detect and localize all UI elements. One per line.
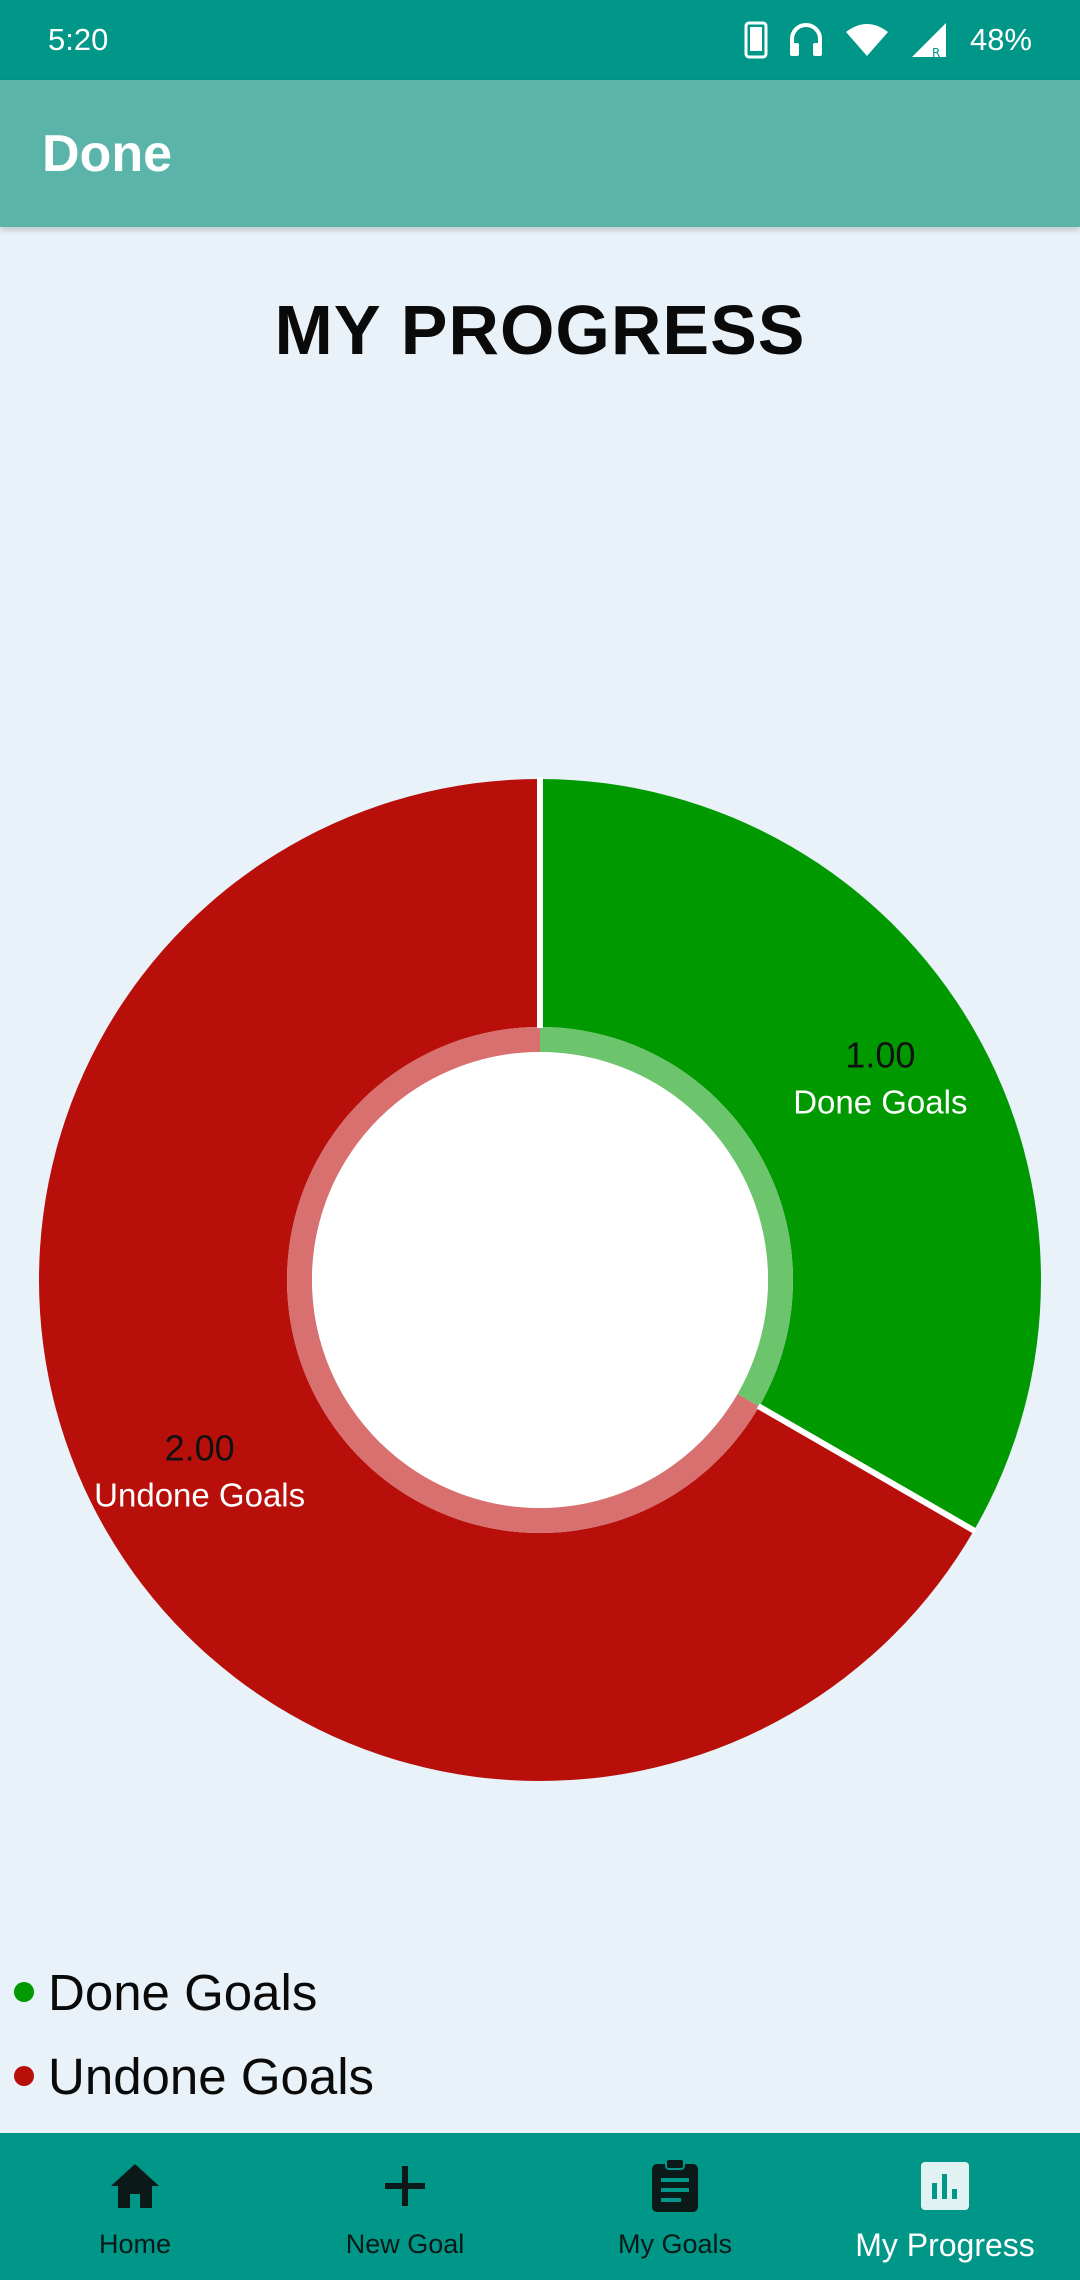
page-title: MY PROGRESS xyxy=(274,291,806,369)
legend-label-done: Done Goals xyxy=(48,1963,318,2021)
app-bar: Done xyxy=(0,80,1080,227)
donut-inner-ring-done xyxy=(540,1027,793,1407)
nav-item-new-goal[interactable]: New Goal xyxy=(270,2133,540,2280)
nav-item-my-progress[interactable]: My Progress xyxy=(810,2133,1080,2280)
battery-percent: 48% xyxy=(969,22,1032,57)
nav-label-my-progress: My Progress xyxy=(855,2227,1035,2263)
data-label-value-done: 1.00 xyxy=(845,1035,915,1076)
plus-icon xyxy=(383,2157,427,2215)
legend-label-undone: Undone Goals xyxy=(48,2047,375,2105)
status-icons: R 48% xyxy=(744,21,1032,59)
clipboard-icon xyxy=(650,2157,700,2215)
headset-icon xyxy=(788,21,824,59)
status-bar: 5:20 R 48% xyxy=(0,0,1080,80)
donut-hole xyxy=(312,1052,768,1508)
donut-slice-done[interactable] xyxy=(540,779,1041,1531)
legend-item-done: Done Goals xyxy=(14,1950,374,2034)
nav-label-my-goals: My Goals xyxy=(617,2229,733,2259)
progress-chart: 1.00 Done Goals 2.00 Undone Goals xyxy=(0,760,1080,1800)
bottom-navigation: Home New Goal My Goals My Progress xyxy=(0,2133,1080,2280)
app-bar-title: Done xyxy=(42,124,172,183)
nav-label-home: Home xyxy=(98,2229,172,2259)
signal-icon: R xyxy=(910,21,950,59)
wifi-icon xyxy=(844,22,890,58)
legend-dot-done xyxy=(14,1982,34,2002)
bar-chart-icon xyxy=(920,2157,970,2215)
nav-item-my-goals[interactable]: My Goals xyxy=(540,2133,810,2280)
svg-text:R: R xyxy=(932,46,940,59)
slice-separator xyxy=(756,1403,978,1535)
chart-legend: Done Goals Undone Goals xyxy=(14,1950,374,2118)
nav-item-home[interactable]: Home xyxy=(0,2133,270,2280)
data-label-category-done: Done Goals xyxy=(793,1084,967,1121)
donut-chart: 1.00 Done Goals 2.00 Undone Goals xyxy=(38,777,1041,1781)
phone-icon xyxy=(744,21,768,59)
data-label-value-undone: 2.00 xyxy=(165,1428,235,1469)
donut-slice-undone[interactable] xyxy=(38,779,974,1781)
legend-item-undone: Undone Goals xyxy=(14,2034,374,2118)
status-time: 5:20 xyxy=(48,22,109,57)
home-icon xyxy=(109,2157,161,2215)
data-label-category-undone: Undone Goals xyxy=(94,1477,305,1514)
legend-dot-undone xyxy=(14,2066,34,2086)
nav-label-new-goal: New Goal xyxy=(345,2229,465,2259)
